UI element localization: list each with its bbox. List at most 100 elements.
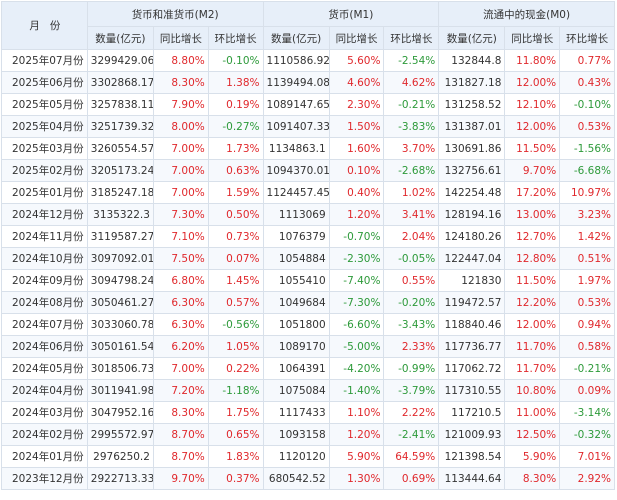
m0-mom-cell: 2.92% (559, 467, 615, 490)
m0-qty-cell: 117210.5 (438, 401, 506, 424)
m0-qty-cell: 121830 (438, 269, 506, 292)
m0-yoy-cell: 11.50% (504, 137, 561, 160)
month-cell: 2025年01月份 (1, 181, 88, 204)
m1-yoy-cell: -0.70% (328, 225, 385, 248)
m1-mom-cell: -2.68% (383, 159, 440, 182)
month-cell: 2025年03月份 (1, 137, 88, 160)
m1-qty-cell: 1055410 (262, 269, 330, 292)
m2-yoy-cell: 7.00% (152, 137, 209, 160)
m0-qty-cell: 119472.57 (438, 291, 506, 314)
m2-mom-cell: 0.22% (207, 357, 264, 380)
m2-mom-cell: -1.18% (207, 379, 264, 402)
table-row: 2024年09月份 3094798.24 6.80% 1.45% 1055410 -7.4… (1, 269, 615, 292)
m2-yoy-cell: 6.30% (152, 291, 209, 314)
m1-yoy-cell: -2.30% (328, 247, 385, 270)
m0-yoy-cell: 12.50% (504, 423, 561, 446)
m2-qty-cell: 3011941.98 (86, 379, 154, 402)
m1-qty-cell: 1139494.08 (262, 71, 330, 94)
m0-yoy-cell: 12.10% (504, 93, 561, 116)
m0-qty-cell: 121398.54 (438, 445, 506, 468)
m2-group-header: 货币和准货币(M2) (86, 1, 264, 27)
m0-mom-cell: -0.32% (559, 423, 615, 446)
table-row: 2023年12月份 2922713.33 9.70% 0.37% 680542.52 1.… (1, 467, 615, 490)
m0-mom-cell: 7.01% (559, 445, 615, 468)
m1-qty-header: 数量(亿元) (262, 26, 330, 50)
m2-qty-cell: 2995572.97 (86, 423, 154, 446)
table-body: 2025年07月份 3299429.06 8.80% -0.10% 1110586.92… (1, 49, 615, 490)
month-cell: 2024年05月份 (1, 357, 88, 380)
m1-mom-cell: -3.79% (383, 379, 440, 402)
m2-yoy-cell: 8.80% (152, 49, 209, 72)
m0-mom-cell: -0.21% (559, 357, 615, 380)
m2-qty-cell: 3097092.01 (86, 247, 154, 270)
month-header: 月份 (1, 1, 88, 50)
m2-yoy-cell: 7.00% (152, 357, 209, 380)
m0-qty-cell: 132844.8 (438, 49, 506, 72)
m0-mom-cell: 0.53% (559, 115, 615, 138)
m2-mom-cell: 0.63% (207, 159, 264, 182)
m2-yoy-cell: 7.10% (152, 225, 209, 248)
m1-qty-cell: 1064391 (262, 357, 330, 380)
m0-mom-cell: 0.43% (559, 71, 615, 94)
month-cell: 2024年12月份 (1, 203, 88, 226)
m2-yoy-cell: 8.30% (152, 401, 209, 424)
table-row: 2025年01月份 3185247.18 7.00% 1.59% 1124457.45 0… (1, 181, 615, 204)
m1-yoy-cell: 0.40% (328, 181, 385, 204)
table-row: 2024年12月份 3135322.3 7.30% 0.50% 1113069 1.20%… (1, 203, 615, 226)
m1-qty-cell: 1089147.65 (262, 93, 330, 116)
m0-yoy-cell: 12.80% (504, 247, 561, 270)
m2-mom-cell: 1.45% (207, 269, 264, 292)
m1-yoy-cell: 1.60% (328, 137, 385, 160)
m2-qty-cell: 3033060.78 (86, 313, 154, 336)
m0-yoy-cell: 8.30% (504, 467, 561, 490)
m2-mom-cell: 1.38% (207, 71, 264, 94)
m2-yoy-cell: 8.70% (152, 445, 209, 468)
m1-yoy-cell: 1.20% (328, 423, 385, 446)
m2-yoy-cell: 8.00% (152, 115, 209, 138)
m0-yoy-cell: 12.70% (504, 225, 561, 248)
m1-mom-cell: 0.55% (383, 269, 440, 292)
money-supply-table: 月份 货币和准货币(M2) 货币(M1) 流通中的现金(M0) 数量(亿元) 同… (1, 1, 615, 490)
m1-yoy-cell: 2.30% (328, 93, 385, 116)
m0-qty-cell: 117062.72 (438, 357, 506, 380)
m2-yoy-cell: 9.70% (152, 467, 209, 490)
m2-yoy-cell: 7.50% (152, 247, 209, 270)
m1-qty-cell: 1089170 (262, 335, 330, 358)
m1-yoy-cell: 1.20% (328, 203, 385, 226)
m0-group-header: 流通中的现金(M0) (438, 1, 615, 27)
m0-yoy-cell: 11.80% (504, 49, 561, 72)
m0-qty-cell: 128194.16 (438, 203, 506, 226)
m2-yoy-cell: 6.30% (152, 313, 209, 336)
m0-yoy-cell: 11.50% (504, 269, 561, 292)
m0-yoy-cell: 11.70% (504, 357, 561, 380)
m1-yoy-cell: -7.30% (328, 291, 385, 314)
m0-mom-cell: 10.97% (559, 181, 615, 204)
table-row: 2024年10月份 3097092.01 7.50% 0.07% 1054884 -2.3… (1, 247, 615, 270)
m0-qty-cell: 142254.48 (438, 181, 506, 204)
m0-yoy-cell: 11.00% (504, 401, 561, 424)
m2-mom-cell: 0.57% (207, 291, 264, 314)
table-row: 2024年05月份 3018506.73 7.00% 0.22% 1064391 -4.2… (1, 357, 615, 380)
m0-mom-cell: 1.42% (559, 225, 615, 248)
m0-yoy-cell: 17.20% (504, 181, 561, 204)
m0-mom-cell: 0.77% (559, 49, 615, 72)
m2-qty-cell: 3050461.27 (86, 291, 154, 314)
m1-yoy-cell: 1.10% (328, 401, 385, 424)
month-cell: 2024年06月份 (1, 335, 88, 358)
m2-qty-cell: 3135322.3 (86, 203, 154, 226)
m1-qty-cell: 1124457.45 (262, 181, 330, 204)
m0-mom-header: 环比增长 (559, 26, 615, 50)
m1-mom-cell: -0.05% (383, 247, 440, 270)
m0-qty-cell: 124180.26 (438, 225, 506, 248)
m2-qty-cell: 3251739.32 (86, 115, 154, 138)
m2-mom-cell: -0.56% (207, 313, 264, 336)
m2-mom-cell: 0.37% (207, 467, 264, 490)
m2-qty-cell: 3260554.57 (86, 137, 154, 160)
m1-qty-cell: 1094370.01 (262, 159, 330, 182)
m1-qty-cell: 1117433 (262, 401, 330, 424)
m2-qty-header: 数量(亿元) (86, 26, 154, 50)
m2-qty-cell: 3050161.54 (86, 335, 154, 358)
month-cell: 2024年11月份 (1, 225, 88, 248)
table-row: 2025年02月份 3205173.24 7.00% 0.63% 1094370.01 0… (1, 159, 615, 182)
